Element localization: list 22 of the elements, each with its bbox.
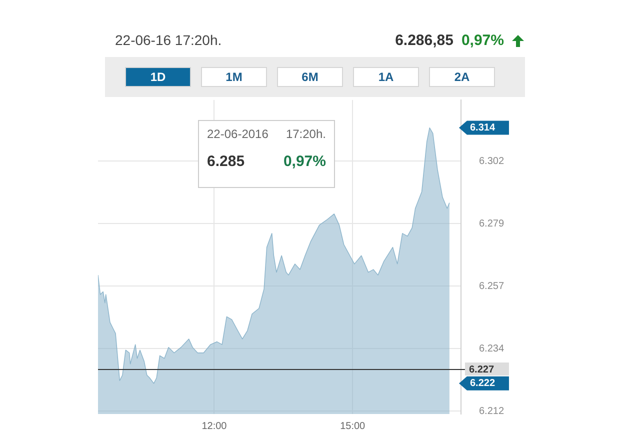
annotation: 6.285 bbox=[207, 153, 245, 170]
y-tick-label: 6.279 bbox=[478, 218, 504, 230]
y-tick-label: 6.234 bbox=[478, 343, 504, 354]
y-tick-label: 6.302 bbox=[478, 156, 504, 167]
annotation: 17:20h. bbox=[286, 127, 326, 141]
x-tick-label: 12:00 bbox=[202, 420, 228, 432]
ref-line-label: 6.227 bbox=[468, 364, 494, 376]
x-tick-label: 15:00 bbox=[340, 420, 366, 432]
annotation: 0,97% bbox=[283, 153, 326, 170]
y-tick-label: 6.257 bbox=[478, 280, 504, 292]
text: 6.286,85 bbox=[395, 32, 454, 49]
text: 1M bbox=[201, 67, 267, 87]
chart-title: 22-06-16 17:20h. bbox=[115, 32, 222, 48]
y-tick-label: 6.212 bbox=[478, 406, 504, 417]
text: 1D bbox=[125, 67, 191, 87]
annotation: 22-06-2016 bbox=[207, 127, 268, 141]
text: 6.222 bbox=[470, 378, 496, 390]
text: 6.314 bbox=[470, 122, 496, 134]
text: 0,97% bbox=[461, 32, 504, 49]
text: 6M bbox=[277, 67, 343, 87]
text: 2A bbox=[429, 67, 495, 87]
text: 1A bbox=[353, 67, 419, 87]
